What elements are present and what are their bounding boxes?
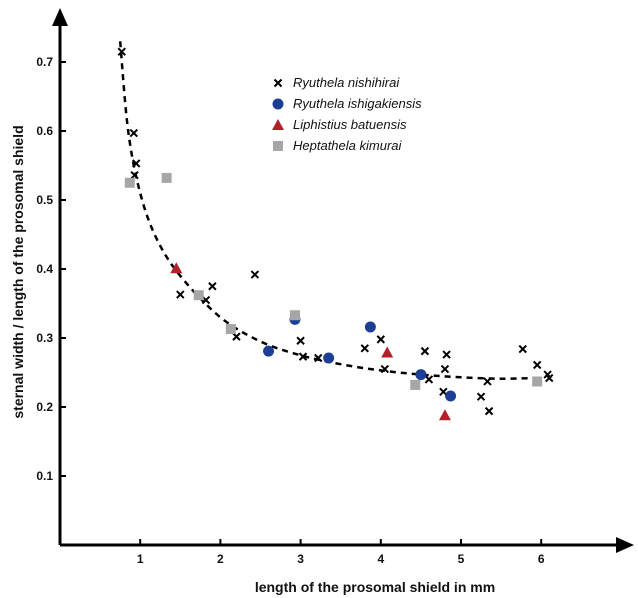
data-point-x bbox=[532, 360, 542, 370]
data-point-circle bbox=[445, 390, 457, 402]
x-tick-label: 6 bbox=[538, 552, 545, 566]
y-tick-label: 0.6 bbox=[36, 124, 53, 138]
legend-marker bbox=[272, 98, 284, 110]
y-tick-label: 0.4 bbox=[36, 262, 53, 276]
data-point-triangle bbox=[381, 346, 394, 358]
data-point-x bbox=[545, 373, 554, 383]
y-axis-arrow bbox=[52, 8, 68, 26]
data-point-x bbox=[296, 336, 305, 345]
data-point-x bbox=[176, 290, 185, 299]
data-point-x bbox=[442, 350, 451, 359]
data-point-x bbox=[440, 364, 450, 374]
x-axis-arrow bbox=[616, 537, 634, 553]
data-point-square bbox=[193, 290, 204, 301]
data-point-circle bbox=[415, 369, 427, 381]
data-point-circle bbox=[323, 352, 335, 364]
data-point-x bbox=[360, 344, 369, 353]
data-point-square bbox=[161, 172, 172, 183]
legend: Ryuthela nishihirai Ryuthela ishigakiensi… bbox=[272, 75, 422, 153]
data-point-triangle bbox=[170, 262, 183, 274]
x-axis-label: length of the prosomal shield in mm bbox=[255, 579, 495, 595]
data-point-x bbox=[129, 128, 138, 138]
x-tick-label: 3 bbox=[297, 552, 304, 566]
x-tick-label: 4 bbox=[377, 552, 384, 566]
data-point-square bbox=[532, 376, 543, 387]
axes bbox=[52, 8, 634, 553]
y-tick-label: 0.7 bbox=[36, 55, 53, 69]
data-point-square bbox=[289, 310, 300, 321]
y-tick-label: 0.3 bbox=[36, 331, 53, 345]
legend-label: Liphistius batuensis bbox=[293, 117, 407, 132]
x-tick-label: 2 bbox=[217, 552, 224, 566]
data-point-x bbox=[483, 377, 492, 386]
data-point-x bbox=[232, 332, 241, 341]
data-point-x bbox=[420, 346, 430, 356]
trend-curve bbox=[118, 41, 538, 380]
data-point-x bbox=[314, 353, 323, 363]
legend-marker bbox=[273, 141, 283, 151]
data-point-x bbox=[250, 270, 260, 279]
x-tick-label: 1 bbox=[137, 552, 144, 566]
data-point-triangle bbox=[438, 409, 451, 421]
legend-label: Heptathela kimurai bbox=[293, 138, 402, 153]
data-point-square bbox=[124, 177, 135, 188]
y-axis-label: sternal width / length of the prosomal s… bbox=[10, 125, 26, 418]
data-point-x bbox=[424, 375, 434, 384]
data-point-x bbox=[130, 170, 139, 180]
data-point-x bbox=[376, 335, 386, 344]
legend-marker bbox=[273, 78, 283, 88]
y-tick-label: 0.1 bbox=[36, 469, 53, 483]
data-points bbox=[117, 47, 554, 421]
y-tick-label: 0.5 bbox=[36, 193, 53, 207]
data-point-x bbox=[484, 406, 494, 416]
data-point-x bbox=[380, 364, 390, 374]
data-point-x bbox=[208, 282, 217, 291]
legend-label: Ryuthela nishihirai bbox=[293, 75, 400, 90]
data-point-x bbox=[476, 392, 486, 401]
legend-marker bbox=[272, 119, 284, 130]
data-point-circle bbox=[263, 345, 275, 357]
legend-label: Ryuthela ishigakiensis bbox=[293, 96, 422, 111]
x-tick-label: 5 bbox=[458, 552, 465, 566]
data-point-x bbox=[518, 344, 527, 354]
data-point-x bbox=[131, 159, 141, 168]
data-point-square bbox=[410, 379, 421, 390]
data-point-circle bbox=[364, 321, 376, 333]
data-point-x bbox=[298, 352, 308, 361]
data-point-square bbox=[225, 324, 236, 335]
y-tick-label: 0.2 bbox=[36, 400, 53, 414]
ticks: 1 2 3 4 5 6 0.1 0.2 0.3 0.4 0.5 0.6 0.7 bbox=[36, 55, 545, 566]
data-point-x bbox=[117, 47, 126, 56]
